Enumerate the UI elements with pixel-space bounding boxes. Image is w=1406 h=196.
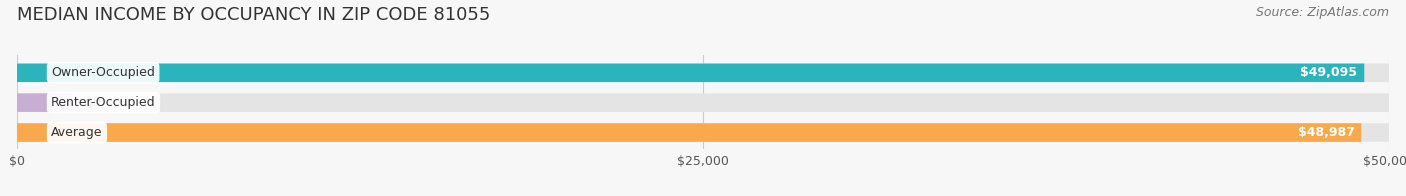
- Text: Renter-Occupied: Renter-Occupied: [51, 96, 156, 109]
- Text: $49,095: $49,095: [1301, 66, 1357, 79]
- Text: $48,987: $48,987: [1298, 126, 1354, 139]
- Text: $0: $0: [86, 96, 101, 109]
- FancyBboxPatch shape: [17, 93, 1389, 112]
- FancyBboxPatch shape: [17, 64, 1364, 82]
- FancyBboxPatch shape: [17, 123, 1361, 142]
- FancyBboxPatch shape: [17, 64, 1389, 82]
- Text: MEDIAN INCOME BY OCCUPANCY IN ZIP CODE 81055: MEDIAN INCOME BY OCCUPANCY IN ZIP CODE 8…: [17, 6, 491, 24]
- Text: Source: ZipAtlas.com: Source: ZipAtlas.com: [1256, 6, 1389, 19]
- FancyBboxPatch shape: [17, 93, 72, 112]
- FancyBboxPatch shape: [17, 123, 1389, 142]
- Text: Owner-Occupied: Owner-Occupied: [51, 66, 155, 79]
- Text: Average: Average: [51, 126, 103, 139]
